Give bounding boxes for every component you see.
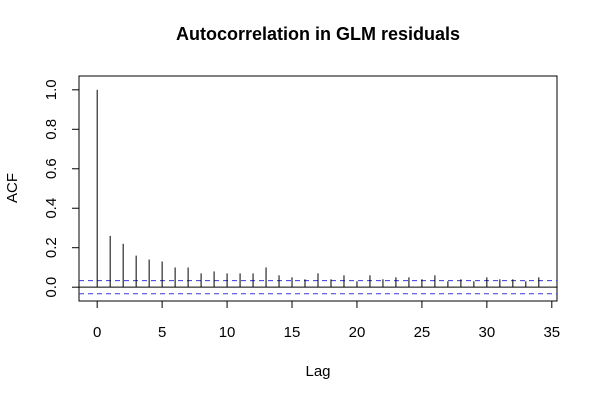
x-axis-title: Lag	[305, 363, 330, 380]
x-tick-label: 20	[349, 324, 366, 341]
y-tick-label: 0.4	[43, 198, 60, 219]
x-tick-label: 35	[543, 324, 560, 341]
y-tick-label: 0.8	[43, 119, 60, 140]
chart-title: Autocorrelation in GLM residuals	[176, 24, 460, 44]
plot-frame	[78, 75, 558, 302]
y-axis-title: ACF	[4, 173, 21, 203]
x-tick-label: 0	[93, 324, 101, 341]
x-tick-label: 10	[219, 324, 236, 341]
x-tick-label: 15	[284, 324, 301, 341]
chart-marks: 0 5 10 15 20 25 30 35 0.0 0.2 0.4 0.6 0.8 1.0	[43, 79, 560, 341]
x-tick-label: 30	[479, 324, 496, 341]
y-tick-label: 0.0	[43, 277, 60, 298]
x-tick-label: 5	[158, 324, 166, 341]
y-tick-label: 0.6	[43, 158, 60, 179]
x-tick-label: 25	[414, 324, 431, 341]
y-tick-label: 0.2	[43, 237, 60, 258]
y-tick-label: 1.0	[43, 79, 60, 100]
